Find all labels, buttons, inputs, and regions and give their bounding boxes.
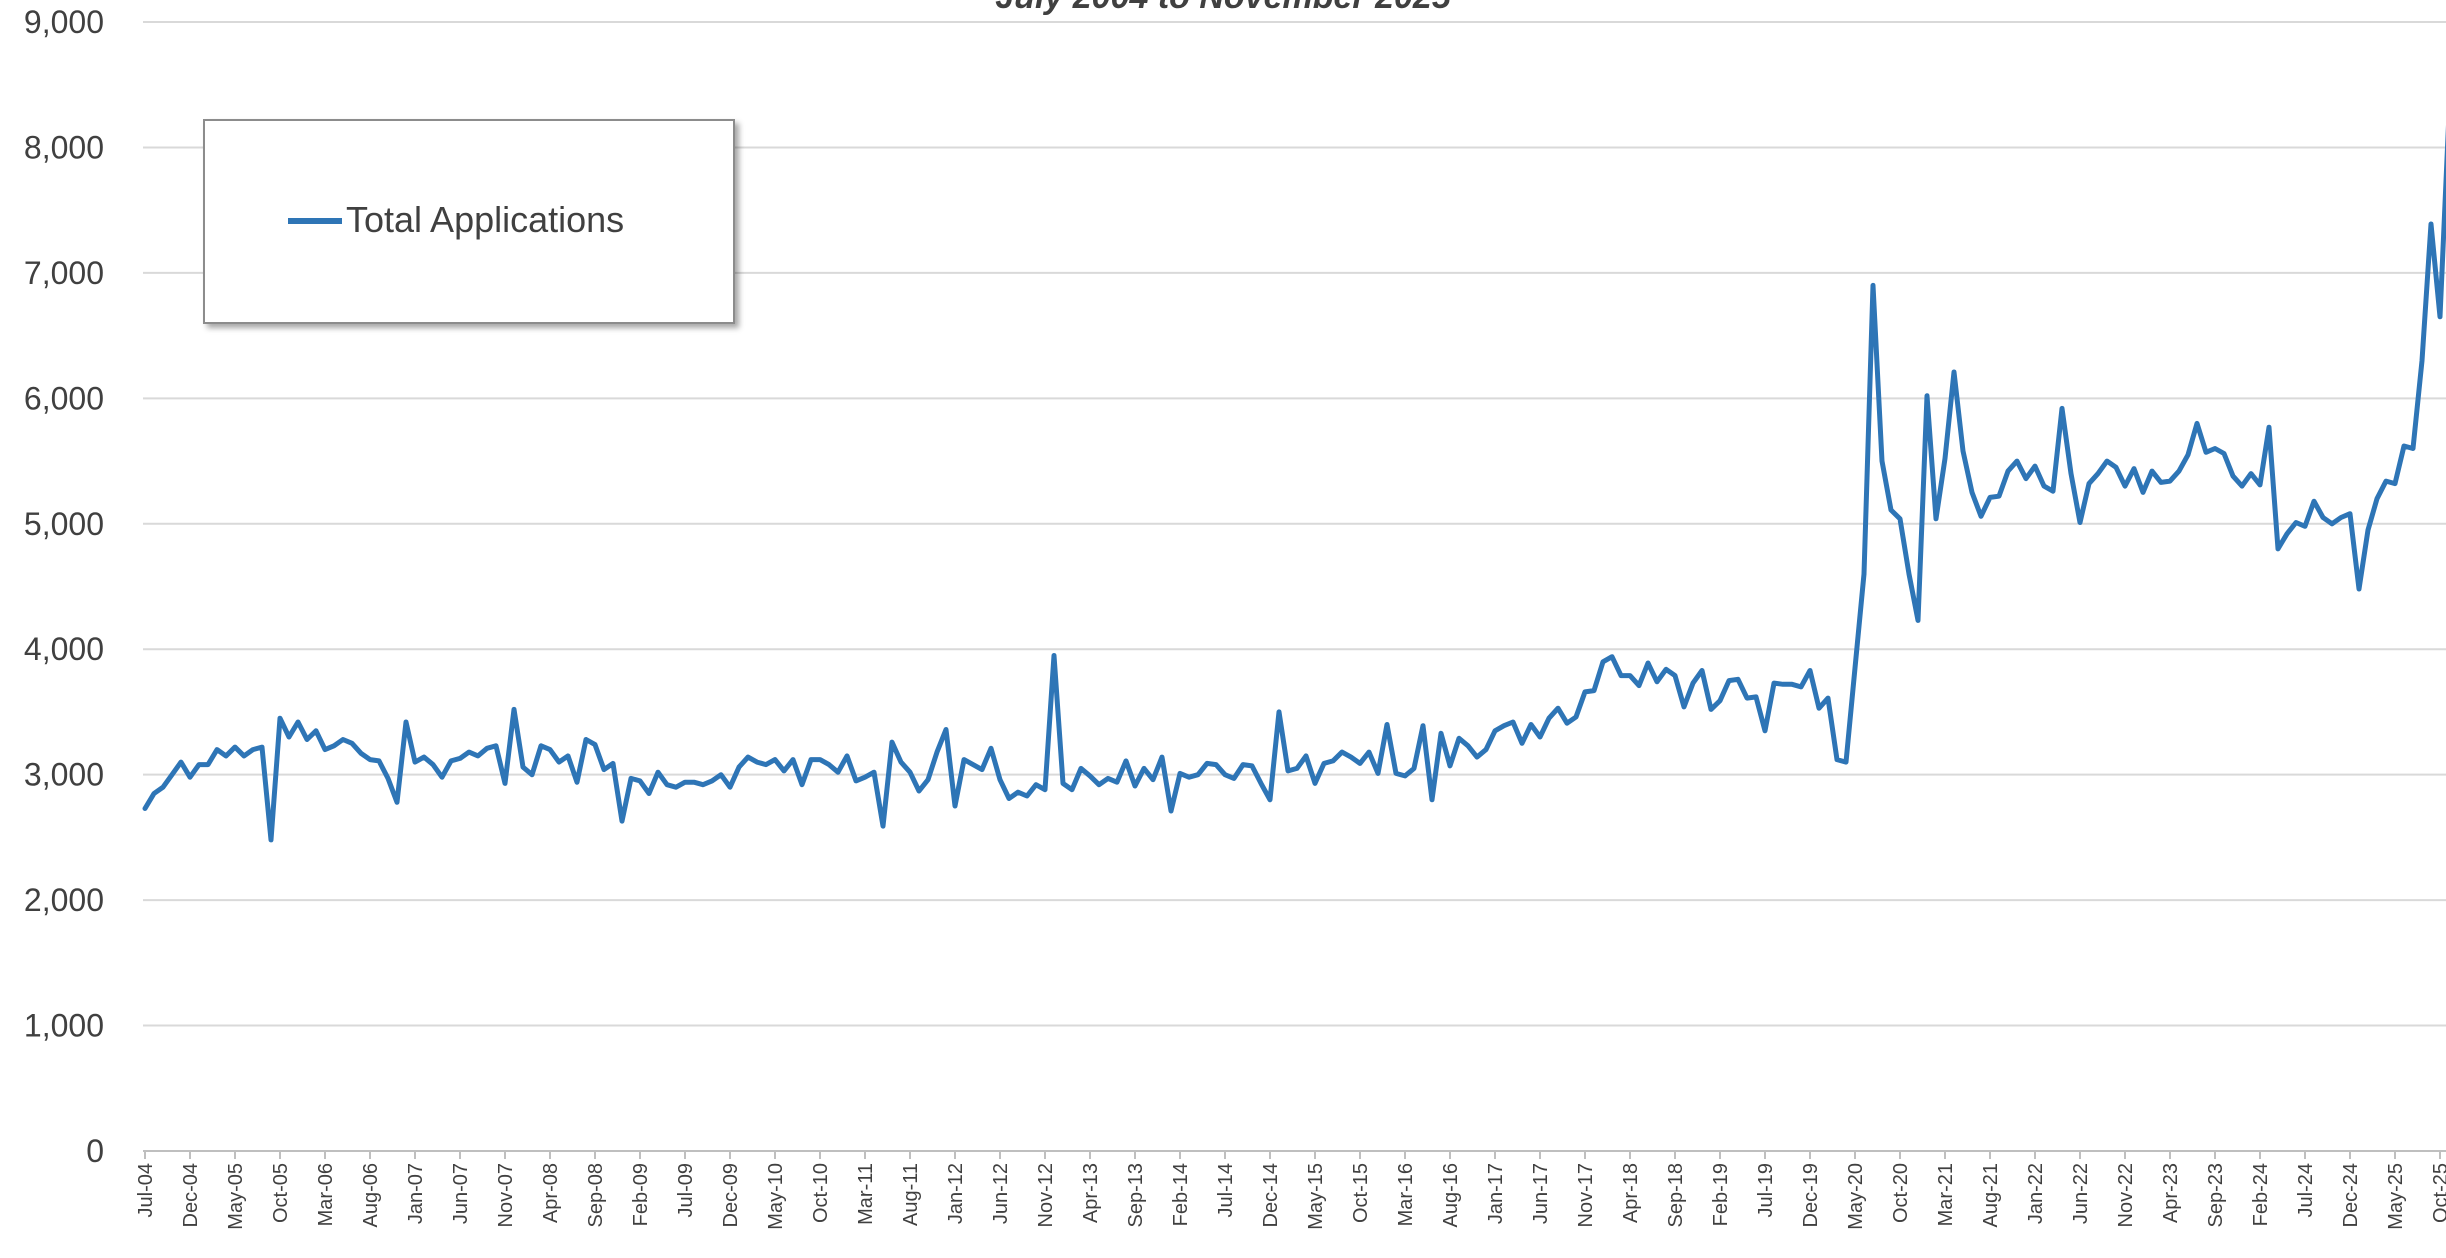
y-axis-tick-labels: 0 1,000 2,000 3,000 4,000 5,000 6,000 7,000 8,00… [24,4,104,1169]
x-tick-label: Aug-21 [1980,1163,2002,1228]
x-tick-label: Apr-08 [540,1163,562,1223]
x-tick-label: Dec-24 [2340,1163,2362,1227]
x-tick-label: May-05 [225,1163,247,1230]
x-tick-label: Sep-08 [585,1163,607,1228]
x-tick-label: Sep-13 [1125,1163,1147,1228]
y-tick-label: 0 [86,1133,104,1169]
x-tick-label: Mar-16 [1395,1163,1417,1226]
x-tick-label: Feb-14 [1170,1163,1192,1226]
x-tick-label: Oct-10 [810,1163,832,1223]
x-tick-label: Aug-11 [900,1163,922,1226]
x-tick-label: Apr-23 [2160,1163,2182,1223]
series-layer [142,124,2446,843]
x-tick-label: Apr-18 [1620,1163,1642,1223]
x-tick-label: Feb-19 [1710,1163,1732,1226]
y-tick-label: 6,000 [24,380,104,416]
x-axis [143,1150,2446,1159]
x-tick-label: Feb-09 [630,1163,652,1226]
y-tick-label: 7,000 [24,255,104,291]
x-tick-label: May-10 [765,1163,787,1230]
x-tick-label: Nov-22 [2115,1163,2137,1227]
x-tick-label: May-25 [2385,1163,2407,1230]
x-tick-label: Jul-04 [135,1163,157,1217]
x-tick-label: Jan-12 [945,1163,967,1224]
x-tick-label: Jul-19 [1755,1163,1777,1217]
x-tick-label: Oct-05 [270,1163,292,1223]
x-axis-tick-labels: Jul-04 Dec-04 May-05 Oct-05 Mar-06 Aug-06 Jan-… [135,1163,2446,1230]
x-tick-label: Jul-14 [1215,1163,1237,1217]
y-tick-label: 8,000 [24,129,104,165]
y-tick-label: 9,000 [24,4,104,40]
x-tick-label: May-15 [1305,1163,1327,1230]
x-tick-label: Aug-16 [1440,1163,1462,1228]
x-tick-label: Dec-14 [1260,1163,1282,1227]
x-tick-label: Jul-24 [2295,1163,2317,1217]
x-tick-label: Dec-09 [720,1163,742,1227]
x-tick-label: Sep-18 [1665,1163,1687,1228]
y-tick-label: 3,000 [24,757,104,793]
x-tick-label: Dec-19 [1800,1163,1822,1227]
x-tick-label: Jul-09 [675,1163,697,1217]
x-tick-label: Mar-06 [315,1163,337,1226]
x-tick-label: Sep-23 [2205,1163,2227,1228]
x-tick-label: Jan-07 [405,1163,427,1224]
x-tick-label: Jun-12 [990,1163,1012,1224]
x-tick-label: Mar-21 [1935,1163,1957,1226]
y-tick-label: 1,000 [24,1008,104,1044]
legend: Total Applications [203,119,735,324]
y-tick-label: 2,000 [24,882,104,918]
legend-entry-total-applications: Total Applications [346,199,624,240]
x-tick-label: Dec-04 [180,1163,202,1227]
series-line-total-applications [142,124,2446,843]
x-tick-label: Oct-15 [1350,1163,1372,1223]
y-tick-label: 5,000 [24,506,104,542]
chart-title: July 2004 to November 2025 [995,0,1452,16]
x-tick-label: Oct-20 [1890,1163,1912,1223]
x-tick-label: Jun-22 [2070,1163,2092,1224]
x-tick-label: Jan-17 [1485,1163,1507,1224]
x-tick-label: Nov-17 [1575,1163,1597,1227]
y-tick-label: 4,000 [24,631,104,667]
x-tick-label: Jun-17 [1530,1163,1552,1224]
x-tick-label: Jan-22 [2025,1163,2047,1224]
x-tick-label: Feb-24 [2250,1163,2272,1226]
x-tick-label: Mar-11 [855,1163,877,1225]
x-tick-label: Nov-12 [1035,1163,1057,1227]
x-tick-label: May-20 [1845,1163,1867,1230]
x-tick-label: Oct-25 [2430,1163,2446,1223]
x-tick-label: Jun-07 [450,1163,472,1224]
x-tick-label: Nov-07 [495,1163,517,1227]
x-tick-label: Aug-06 [360,1163,382,1228]
x-tick-label: Apr-13 [1080,1163,1102,1223]
